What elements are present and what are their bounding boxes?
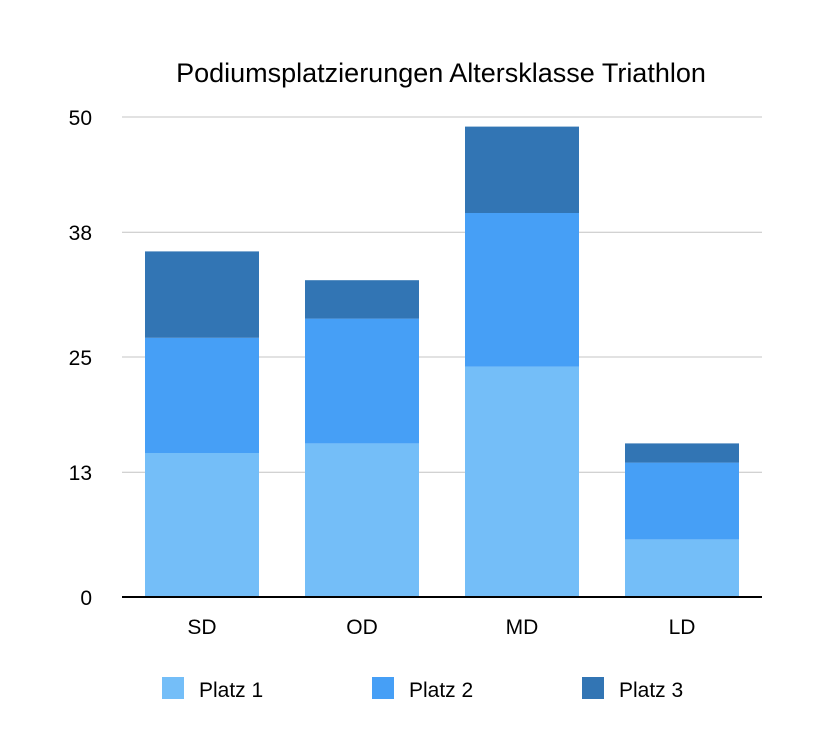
bar-od-platz-3: [305, 280, 419, 319]
bar-ld-platz-1: [625, 539, 739, 597]
y-axis-ticks: 0 13 25 38 50: [69, 107, 92, 610]
bar-od-platz-1: [305, 443, 419, 597]
legend-label: Platz 1: [199, 679, 263, 702]
legend: Platz 1 Platz 2 Platz 3: [162, 677, 683, 702]
bar-md-platz-2: [465, 213, 579, 367]
bar-ld-platz-2: [625, 462, 739, 540]
x-tick-label: OD: [346, 616, 378, 639]
legend-label: Platz 2: [409, 679, 473, 702]
y-tick-label: 0: [80, 587, 92, 610]
bar-sd-platz-2: [145, 337, 259, 453]
bar-sd-platz-3: [145, 251, 259, 338]
y-tick-label: 25: [69, 347, 92, 370]
bar-sd-platz-1: [145, 453, 259, 597]
bar-ld-platz-3: [625, 443, 739, 463]
bar-md-platz-1: [465, 366, 579, 597]
chart-title: Podiumsplatzierungen Altersklasse Triath…: [176, 58, 706, 88]
bar-md-platz-3: [465, 126, 579, 213]
legend-swatch: [372, 677, 394, 699]
x-tick-label: LD: [669, 616, 696, 639]
bars: [145, 126, 739, 597]
x-tick-label: MD: [506, 616, 539, 639]
legend-label: Platz 3: [619, 679, 683, 702]
legend-swatch: [162, 677, 184, 699]
x-axis-ticks: SD OD MD LD: [187, 616, 695, 639]
y-tick-label: 13: [69, 462, 92, 485]
x-tick-label: SD: [187, 616, 216, 639]
y-tick-label: 38: [69, 222, 92, 245]
y-tick-label: 50: [69, 107, 92, 130]
bar-od-platz-2: [305, 318, 419, 444]
legend-swatch: [582, 677, 604, 699]
